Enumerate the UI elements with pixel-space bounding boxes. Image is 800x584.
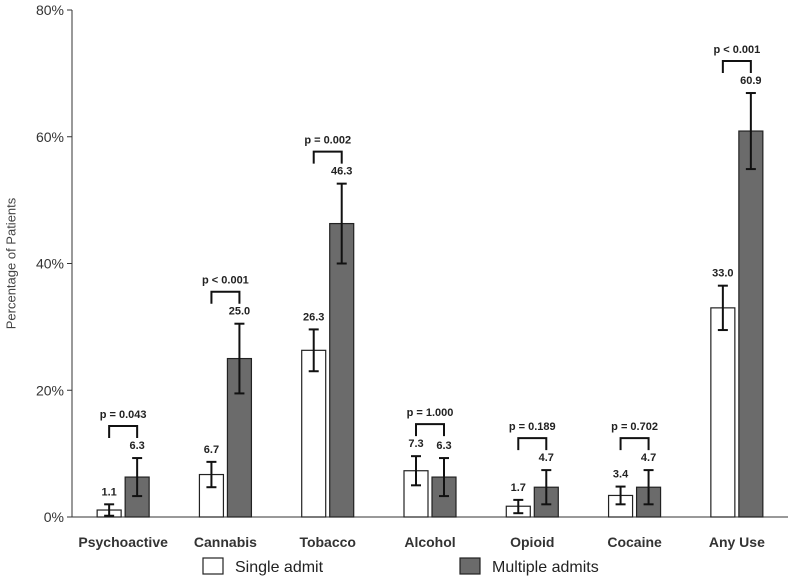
p-value-label: p = 0.189	[509, 421, 556, 433]
p-value-brackets: p = 0.043 p < 0.001 p = 0.002 p = 1.000 p = …	[100, 44, 760, 451]
data-label: 1.7	[511, 482, 526, 494]
p-value-bracket	[108, 425, 139, 439]
legend-swatch	[202, 557, 224, 575]
y-tick-label: 40%	[36, 256, 64, 272]
p-value-label: p = 0.702	[611, 421, 658, 433]
p-value-bracket	[517, 437, 548, 451]
axes	[71, 10, 788, 518]
data-label: 6.3	[436, 440, 451, 452]
p-value-bracket	[312, 150, 343, 164]
data-label: 1.1	[101, 486, 116, 498]
legend-swatch	[459, 557, 481, 575]
legend-multiple-admits: Multiple admits	[459, 557, 599, 576]
category-label: Psychoactive	[78, 534, 168, 550]
y-tick-label: 0%	[44, 509, 64, 525]
y-ticks: 0% 20% 40% 60% 80%	[36, 2, 72, 525]
p-value-bracket	[210, 290, 241, 304]
legend-single-admit: Single admit	[202, 557, 324, 576]
bars: 1.1 6.3 6.7 25.0 26.3 46.3 7.3 6.3 1.7 4.7 3.4 4.7 3…	[96, 75, 764, 518]
p-value-bracket	[415, 423, 445, 437]
data-label: 6.7	[204, 444, 219, 456]
data-label: 6.3	[129, 440, 144, 452]
p-value-label: p < 0.001	[202, 275, 249, 287]
data-label: 33.0	[712, 268, 733, 280]
data-label: 25.0	[229, 306, 250, 318]
legend: Single admit Multiple admits	[202, 557, 599, 576]
data-label: 26.3	[303, 311, 324, 323]
p-value-label: p = 0.043	[100, 409, 147, 421]
bar-multiple-admits	[329, 222, 355, 518]
legend-label: Single admit	[235, 559, 324, 576]
data-label: 46.3	[331, 166, 352, 178]
data-label: 3.4	[613, 469, 629, 481]
bar-multiple-admits	[738, 130, 764, 518]
category-label: Cannabis	[194, 534, 257, 550]
y-tick-label: 60%	[36, 129, 64, 145]
category-label: Cocaine	[607, 534, 662, 550]
p-value-label: p < 0.001	[713, 44, 760, 56]
category-label: Opioid	[510, 534, 554, 550]
category-label: Alcohol	[404, 534, 455, 550]
bar-single-admit	[710, 307, 736, 518]
p-value-bracket	[721, 60, 752, 74]
data-label: 4.7	[539, 452, 554, 464]
data-label: 4.7	[641, 452, 656, 464]
data-label: 7.3	[408, 438, 423, 450]
category-label: Any Use	[709, 534, 765, 550]
p-value-label: p = 0.002	[304, 135, 351, 147]
y-axis-label: Percentage of Patients	[3, 197, 18, 329]
p-value-label: p = 1.000	[407, 407, 454, 419]
category-label: Tobacco	[299, 534, 356, 550]
y-tick-label: 20%	[36, 382, 64, 398]
p-value-bracket	[619, 437, 650, 451]
bar-single-admit	[301, 349, 327, 518]
y-tick-label: 80%	[36, 2, 64, 18]
data-label: 60.9	[740, 75, 761, 87]
legend-label: Multiple admits	[492, 559, 599, 576]
category-labels: Psychoactive Cannabis Tobacco Alcohol Opioid…	[78, 534, 765, 550]
